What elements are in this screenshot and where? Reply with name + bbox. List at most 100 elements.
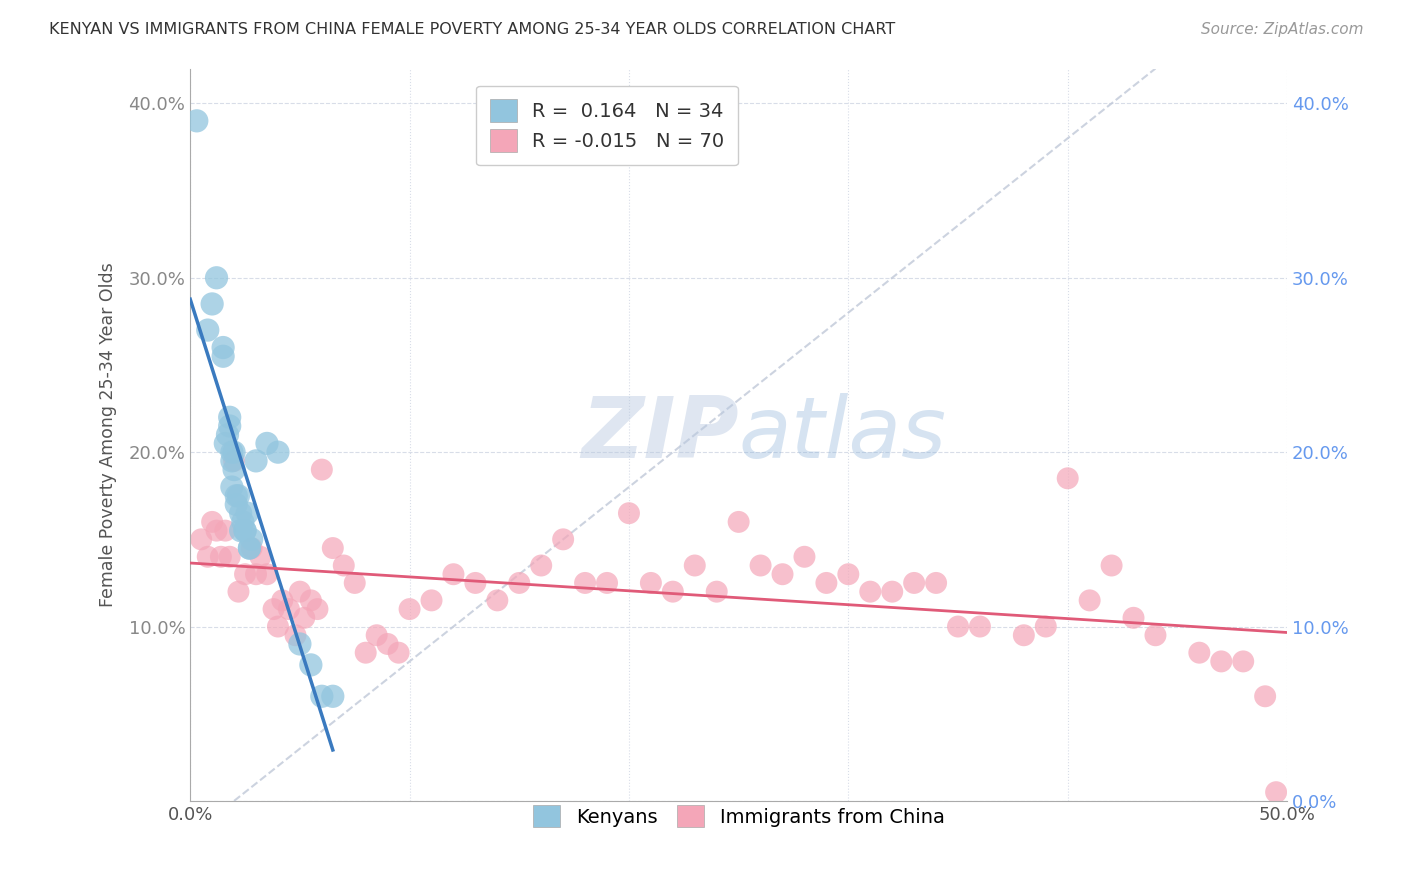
- Point: [1122, 611, 1144, 625]
- Point: [815, 576, 838, 591]
- Point: [508, 576, 530, 591]
- Point: [221, 454, 243, 468]
- Point: [221, 480, 243, 494]
- Point: [683, 558, 706, 573]
- Point: [1232, 654, 1254, 668]
- Point: [662, 584, 685, 599]
- Point: [903, 576, 925, 591]
- Point: [464, 576, 486, 591]
- Point: [443, 567, 465, 582]
- Text: Source: ZipAtlas.com: Source: ZipAtlas.com: [1201, 22, 1364, 37]
- Point: [214, 524, 236, 538]
- Point: [299, 657, 322, 672]
- Point: [277, 602, 299, 616]
- Point: [311, 462, 333, 476]
- Point: [574, 576, 596, 591]
- Point: [772, 567, 794, 582]
- Point: [218, 410, 240, 425]
- Point: [1078, 593, 1101, 607]
- Point: [205, 270, 228, 285]
- Point: [1254, 690, 1277, 704]
- Point: [256, 436, 278, 450]
- Point: [233, 567, 256, 582]
- Text: KENYAN VS IMMIGRANTS FROM CHINA FEMALE POVERTY AMONG 25-34 YEAR OLDS CORRELATION: KENYAN VS IMMIGRANTS FROM CHINA FEMALE P…: [49, 22, 896, 37]
- Point: [288, 584, 311, 599]
- Point: [553, 533, 575, 547]
- Point: [311, 690, 333, 704]
- Point: [256, 567, 278, 582]
- Text: atlas: atlas: [738, 393, 946, 476]
- Point: [222, 454, 245, 468]
- Point: [186, 113, 208, 128]
- Point: [225, 489, 247, 503]
- Point: [222, 462, 245, 476]
- Point: [267, 619, 290, 633]
- Point: [354, 646, 377, 660]
- Point: [333, 558, 356, 573]
- Point: [233, 524, 256, 538]
- Point: [228, 489, 250, 503]
- Point: [1265, 785, 1288, 799]
- Point: [249, 549, 271, 564]
- Point: [229, 506, 252, 520]
- Point: [236, 506, 259, 520]
- Point: [366, 628, 388, 642]
- Point: [322, 541, 344, 555]
- Point: [240, 533, 263, 547]
- Point: [245, 567, 267, 582]
- Point: [793, 549, 815, 564]
- Point: [222, 445, 245, 459]
- Point: [420, 593, 443, 607]
- Point: [263, 602, 285, 616]
- Legend: Kenyans, Immigrants from China: Kenyans, Immigrants from China: [524, 797, 952, 835]
- Point: [233, 524, 256, 538]
- Point: [212, 349, 235, 363]
- Point: [209, 549, 232, 564]
- Point: [307, 602, 329, 616]
- Point: [225, 498, 247, 512]
- Point: [749, 558, 772, 573]
- Y-axis label: Female Poverty Among 25-34 Year Olds: Female Poverty Among 25-34 Year Olds: [100, 262, 117, 607]
- Point: [288, 637, 311, 651]
- Point: [190, 533, 212, 547]
- Point: [229, 524, 252, 538]
- Point: [240, 541, 263, 555]
- Point: [238, 541, 260, 555]
- Point: [1188, 646, 1211, 660]
- Point: [398, 602, 420, 616]
- Point: [197, 549, 219, 564]
- Point: [1035, 619, 1057, 633]
- Point: [221, 445, 243, 459]
- Point: [299, 593, 322, 607]
- Point: [486, 593, 509, 607]
- Point: [859, 584, 882, 599]
- Point: [322, 690, 344, 704]
- Point: [267, 445, 290, 459]
- Point: [1101, 558, 1123, 573]
- Point: [245, 454, 267, 468]
- Point: [727, 515, 749, 529]
- Point: [617, 506, 640, 520]
- Point: [343, 576, 366, 591]
- Point: [228, 584, 250, 599]
- Point: [201, 297, 224, 311]
- Point: [969, 619, 991, 633]
- Point: [214, 436, 236, 450]
- Point: [271, 593, 294, 607]
- Point: [640, 576, 662, 591]
- Point: [837, 567, 859, 582]
- Point: [377, 637, 399, 651]
- Point: [388, 646, 411, 660]
- Point: [596, 576, 619, 591]
- Point: [925, 576, 948, 591]
- Point: [212, 341, 235, 355]
- Point: [292, 611, 315, 625]
- Point: [284, 628, 307, 642]
- Point: [201, 515, 224, 529]
- Point: [238, 541, 260, 555]
- Point: [706, 584, 728, 599]
- Point: [197, 323, 219, 337]
- Point: [218, 419, 240, 434]
- Point: [1211, 654, 1233, 668]
- Point: [882, 584, 904, 599]
